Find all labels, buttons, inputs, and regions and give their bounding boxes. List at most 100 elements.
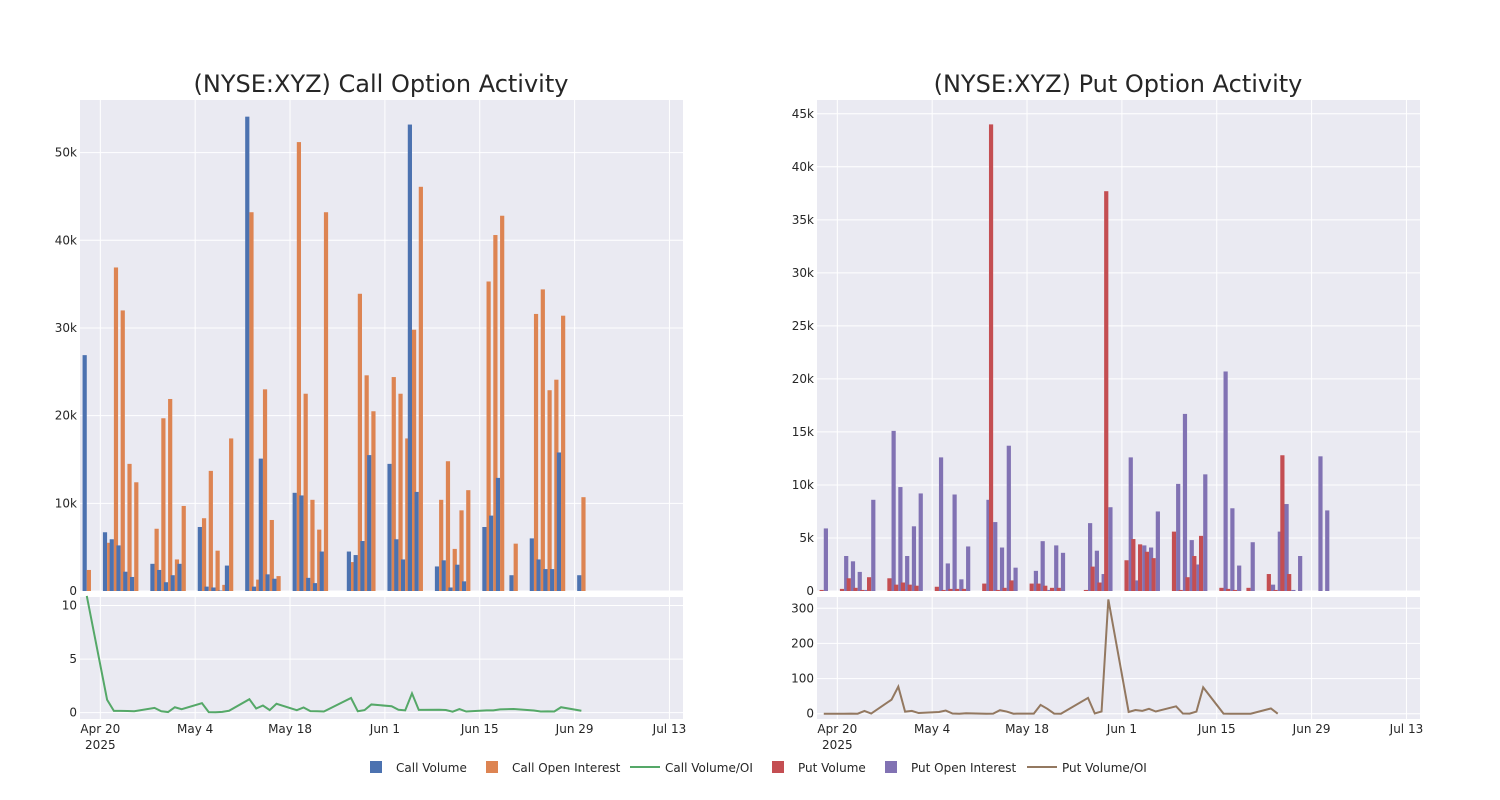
y-tick-label: 0 xyxy=(69,584,77,598)
put-volume-bar xyxy=(941,589,946,591)
call-volume-bar xyxy=(414,491,419,591)
call-open-interest-bar xyxy=(323,212,329,592)
y-tick-label: 20k xyxy=(55,409,77,423)
x-tick-label: Apr 20 xyxy=(80,722,120,736)
put-open-interest-bar xyxy=(1230,508,1235,591)
call-volume-bar xyxy=(401,559,406,591)
call-open-interest-bar xyxy=(418,186,423,592)
call-volume-bar xyxy=(448,587,453,591)
y-tick-label: 40k xyxy=(55,233,77,247)
call-open-interest-bar xyxy=(554,379,559,591)
call-volume-bar xyxy=(455,564,460,591)
put-volume-bar xyxy=(1097,582,1102,591)
put-volume-bar xyxy=(1273,589,1278,591)
put-open-interest-bar xyxy=(1013,567,1018,591)
put-open-interest-bar xyxy=(1277,531,1282,591)
put-open-interest-bar xyxy=(938,457,944,591)
put-volume-bar xyxy=(1171,531,1177,591)
ratio-tick-label: 5 xyxy=(69,652,77,666)
put-volume-bar xyxy=(955,588,960,591)
legend-item: Put Open Interest xyxy=(885,761,1017,775)
put-volume-bar xyxy=(853,587,858,591)
put-open-interest-bar xyxy=(959,579,964,591)
call-open-interest-bar xyxy=(411,329,417,591)
call-open-interest-bar xyxy=(371,411,376,591)
put-open-interest-bar xyxy=(1128,457,1133,591)
legend-label: Call Volume/OI xyxy=(665,761,753,775)
put-open-interest-bar xyxy=(1318,456,1323,591)
x-tick-label: Apr 20 xyxy=(817,722,857,736)
put-volume-bar xyxy=(948,588,953,591)
call-volume-oi-line xyxy=(85,595,582,714)
call-open-interest-bar xyxy=(581,497,586,591)
ratio-tick-label: 200 xyxy=(791,636,814,650)
legend-swatch xyxy=(486,761,498,773)
put-open-interest-bar xyxy=(1270,584,1276,591)
call-bar-layer: 0 10k 20k 30k 40k 50k xyxy=(55,100,683,598)
call-open-interest-bar xyxy=(351,562,356,591)
call-option-chart: (NYSE:XYZ) Call Option Activity 0 10k 20k 3… xyxy=(55,70,686,752)
put-open-interest-bar xyxy=(1040,541,1045,591)
y-tick-label: 0 xyxy=(806,584,814,598)
call-volume-bar xyxy=(292,492,297,591)
put-chart-title: (NYSE:XYZ) Put Option Activity xyxy=(934,70,1303,98)
y-tick-label: 40k xyxy=(792,160,814,174)
call-open-interest-bar xyxy=(134,482,139,591)
call-volume-bar xyxy=(360,541,365,591)
call-open-interest-bar xyxy=(201,518,207,591)
put-volume-bar xyxy=(1246,587,1251,591)
call-volume-bar xyxy=(116,545,121,591)
put-open-interest-bar xyxy=(823,528,828,591)
call-x-axis: Apr 20 May 4 May 18 Jun 1 Jun 15 Jun 29 Jul 13… xyxy=(80,722,686,752)
put-volume-bar xyxy=(1009,580,1014,591)
call-open-interest-bar xyxy=(445,461,451,591)
ratio-tick-label: 0 xyxy=(806,707,814,721)
put-open-interest-bar xyxy=(1291,589,1296,591)
call-open-interest-bar xyxy=(208,470,213,591)
x-tick-label: Jul 13 xyxy=(1389,722,1424,736)
put-open-interest-bar xyxy=(905,556,910,591)
put-volume-bar xyxy=(1083,589,1089,591)
call-volume-bar xyxy=(441,560,446,591)
call-volume-bar xyxy=(550,569,555,591)
put-volume-bar xyxy=(1185,577,1190,591)
call-volume-bar xyxy=(163,582,169,591)
call-volume-bar xyxy=(258,458,263,591)
call-volume-bar xyxy=(489,515,494,591)
call-volume-bar xyxy=(211,587,216,591)
put-volume-bar xyxy=(934,586,939,591)
y-tick-label: 30k xyxy=(792,266,814,280)
put-open-interest-bar xyxy=(999,547,1005,591)
legend-item: Call Volume/OI xyxy=(630,761,753,775)
call-open-interest-bar xyxy=(120,310,125,591)
y-tick-label: 5k xyxy=(799,531,814,545)
call-open-interest-bar xyxy=(493,235,498,591)
put-volume-bar xyxy=(1198,535,1204,591)
put-volume-bar xyxy=(988,124,994,591)
put-volume-bar xyxy=(1287,574,1292,591)
call-volume-bar xyxy=(299,495,304,591)
put-open-interest-bar xyxy=(1237,565,1242,591)
put-open-interest-bar xyxy=(1142,545,1147,591)
x-tick-label: May 4 xyxy=(914,722,950,736)
call-open-interest-bar xyxy=(357,293,362,591)
put-volume-bar xyxy=(1178,589,1183,591)
call-open-interest-bar xyxy=(561,315,566,591)
put-volume-bar xyxy=(839,588,845,591)
call-volume-bar xyxy=(150,563,155,591)
put-volume-bar xyxy=(1124,560,1129,591)
put-open-interest-bar xyxy=(1203,474,1208,591)
call-open-interest-bar xyxy=(262,389,268,591)
put-open-interest-bar xyxy=(945,563,950,591)
x-tick-label: Jun 15 xyxy=(460,722,499,736)
call-volume-bar xyxy=(509,575,514,591)
y-tick-label: 15k xyxy=(792,425,814,439)
y-tick-label: 45k xyxy=(792,107,814,121)
x-year-label: 2025 xyxy=(85,738,116,752)
call-open-interest-bar xyxy=(174,559,180,591)
legend-label: Put Volume/OI xyxy=(1062,761,1147,775)
put-open-interest-bar xyxy=(1047,589,1052,591)
call-open-interest-bar xyxy=(161,418,166,591)
put-volume-bar xyxy=(995,589,1000,591)
call-open-interest-bar xyxy=(439,499,444,591)
